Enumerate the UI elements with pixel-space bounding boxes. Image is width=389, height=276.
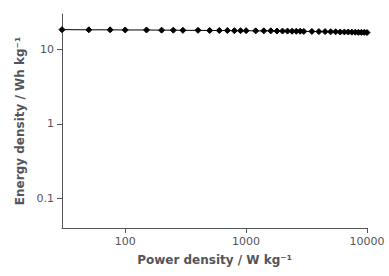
svg-text:Power density / W kg⁻¹: Power density / W kg⁻¹ (137, 253, 292, 267)
svg-text:10: 10 (40, 43, 54, 56)
svg-text:10000: 10000 (350, 235, 385, 248)
svg-text:0.1: 0.1 (37, 192, 55, 205)
svg-text:1000: 1000 (232, 235, 260, 248)
svg-text:Energy density / Wh kg⁻¹: Energy density / Wh kg⁻¹ (13, 37, 27, 205)
svg-text:1: 1 (47, 117, 54, 130)
svg-text:100: 100 (115, 235, 136, 248)
